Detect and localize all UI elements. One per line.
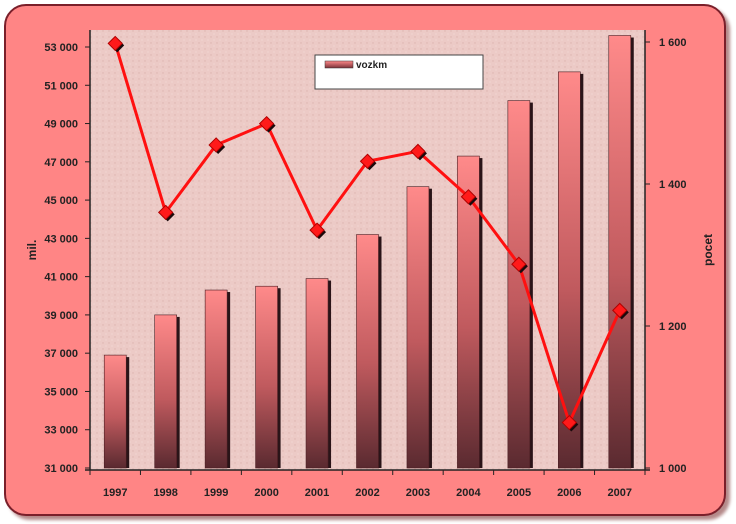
y-tick-label: 49 000	[44, 119, 78, 131]
y-tick-label: 53 000	[44, 42, 78, 54]
point-marker	[157, 204, 174, 221]
y-tick-label: 39 000	[44, 310, 78, 322]
x-tick-label: 2006	[557, 487, 581, 499]
bar	[608, 35, 632, 469]
point-marker	[208, 137, 224, 153]
bar	[507, 100, 531, 469]
x-tick-label: 1998	[153, 487, 177, 499]
legend-label: vozkm	[356, 60, 387, 71]
y-tick-label: 43 000	[44, 233, 78, 245]
bar	[406, 186, 430, 469]
y-tick-label: 47 000	[44, 157, 78, 169]
point-marker	[511, 256, 527, 272]
bar	[103, 354, 127, 469]
point-marker	[107, 35, 123, 52]
bar	[204, 289, 228, 469]
y2-tick-label: 1 600	[659, 37, 687, 49]
point-marker	[612, 302, 628, 319]
point-marker	[309, 222, 325, 238]
x-tick-label: 2000	[254, 487, 278, 499]
y2-axis-label: pocet	[701, 234, 715, 266]
y-tick-label: 33 000	[44, 425, 78, 437]
y2-tick-label: 1 400	[659, 179, 687, 191]
y-tick-label: 31 000	[44, 463, 78, 475]
x-tick-label: 1999	[204, 487, 228, 499]
bar	[457, 155, 480, 469]
y-tick-label: 37 000	[44, 348, 78, 360]
y2-tick-label: 1 200	[659, 321, 687, 333]
bar	[255, 285, 278, 469]
y2-tick-label: 1 000	[659, 463, 687, 475]
legend: vozkm	[314, 54, 484, 90]
x-tick-label: 2004	[456, 487, 481, 499]
point-marker	[410, 143, 426, 160]
legend-box	[314, 54, 484, 90]
x-tick-label: 2003	[406, 487, 430, 499]
x-tick-label: 2001	[305, 487, 329, 499]
y-tick-label: 45 000	[44, 195, 78, 207]
legend-swatch	[324, 60, 354, 69]
point-marker	[561, 414, 578, 431]
x-tick-label: 2002	[355, 487, 379, 499]
point-marker	[258, 115, 275, 132]
bar	[558, 71, 581, 469]
x-tick-label: 1997	[103, 487, 127, 499]
bar	[356, 234, 379, 469]
y-tick-label: 41 000	[44, 272, 78, 284]
point-marker	[460, 189, 477, 205]
point-marker	[359, 153, 376, 169]
x-tick-label: 2005	[507, 487, 531, 499]
y-tick-label: 51 000	[44, 80, 78, 92]
y-tick-label: 35 000	[44, 386, 78, 398]
bar	[154, 314, 177, 469]
x-tick-label: 2007	[608, 487, 632, 499]
bar	[305, 278, 329, 469]
y-axis-label: mil.	[25, 240, 39, 261]
